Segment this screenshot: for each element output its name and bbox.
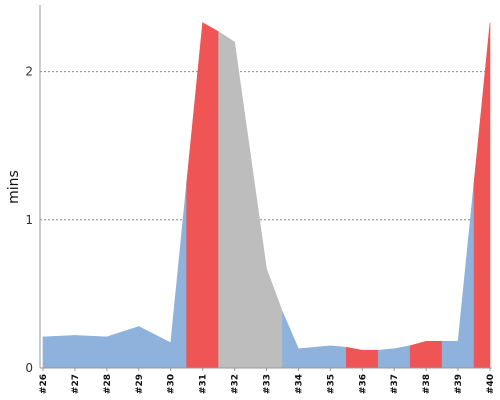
x-tick-label: #26	[39, 374, 49, 394]
area-segment-normal	[42, 335, 76, 369]
y-tick-label: 2	[25, 65, 33, 79]
area-segments	[42, 22, 491, 369]
area-segment-normal	[377, 348, 395, 369]
area-segment-highlight	[361, 349, 379, 369]
x-tick-label: #39	[454, 374, 464, 394]
grid-lines	[40, 71, 492, 221]
area-segment-normal	[282, 311, 299, 369]
area-segment-highlight	[346, 346, 363, 369]
x-tick-label: #36	[358, 374, 368, 394]
area-segment-neutral	[218, 31, 235, 369]
x-tick-label: #33	[263, 374, 273, 394]
y-tick-label: 0	[25, 361, 33, 375]
x-tick-label: #29	[135, 374, 145, 394]
area-segment-neutral	[234, 41, 267, 369]
x-tick-label: #38	[422, 374, 432, 394]
area-segment-highlight	[186, 22, 203, 369]
area-segment-highlight	[202, 22, 219, 369]
area-segment-highlight	[409, 340, 427, 369]
y-tick-label: 1	[25, 213, 33, 227]
area-segment-normal	[441, 341, 459, 369]
x-tick-label: #37	[390, 374, 400, 394]
area-segment-normal	[298, 345, 331, 369]
y-axis-label: mins	[6, 170, 22, 204]
x-tick-label: #35	[326, 374, 336, 394]
area-segment-highlight	[473, 22, 491, 369]
area-segment-normal	[74, 335, 108, 369]
x-tick-label: #34	[294, 374, 304, 394]
x-tick-label: #40	[486, 374, 496, 394]
x-tick-label: #27	[71, 374, 81, 394]
x-tick-label: #31	[199, 374, 209, 394]
x-tick-label: #28	[103, 374, 113, 394]
x-tick-label: #32	[231, 374, 241, 394]
area-segment-normal	[106, 326, 140, 369]
area-segment-normal	[330, 345, 347, 369]
area-segment-normal	[138, 326, 172, 369]
x-tick-label: #30	[167, 374, 177, 394]
area-segment-normal	[457, 182, 475, 369]
y-tick-labels: 0 1 2	[25, 65, 33, 375]
area-segment-normal	[170, 182, 187, 369]
area-segment-neutral	[266, 268, 283, 369]
x-tick-labels: #26 #27 #28 #29 #30 #31 #32 #33 #34 #35 #36 #37 #38 #…	[39, 368, 496, 394]
area-segment-highlight	[425, 341, 443, 369]
area-segment-normal	[393, 345, 411, 369]
